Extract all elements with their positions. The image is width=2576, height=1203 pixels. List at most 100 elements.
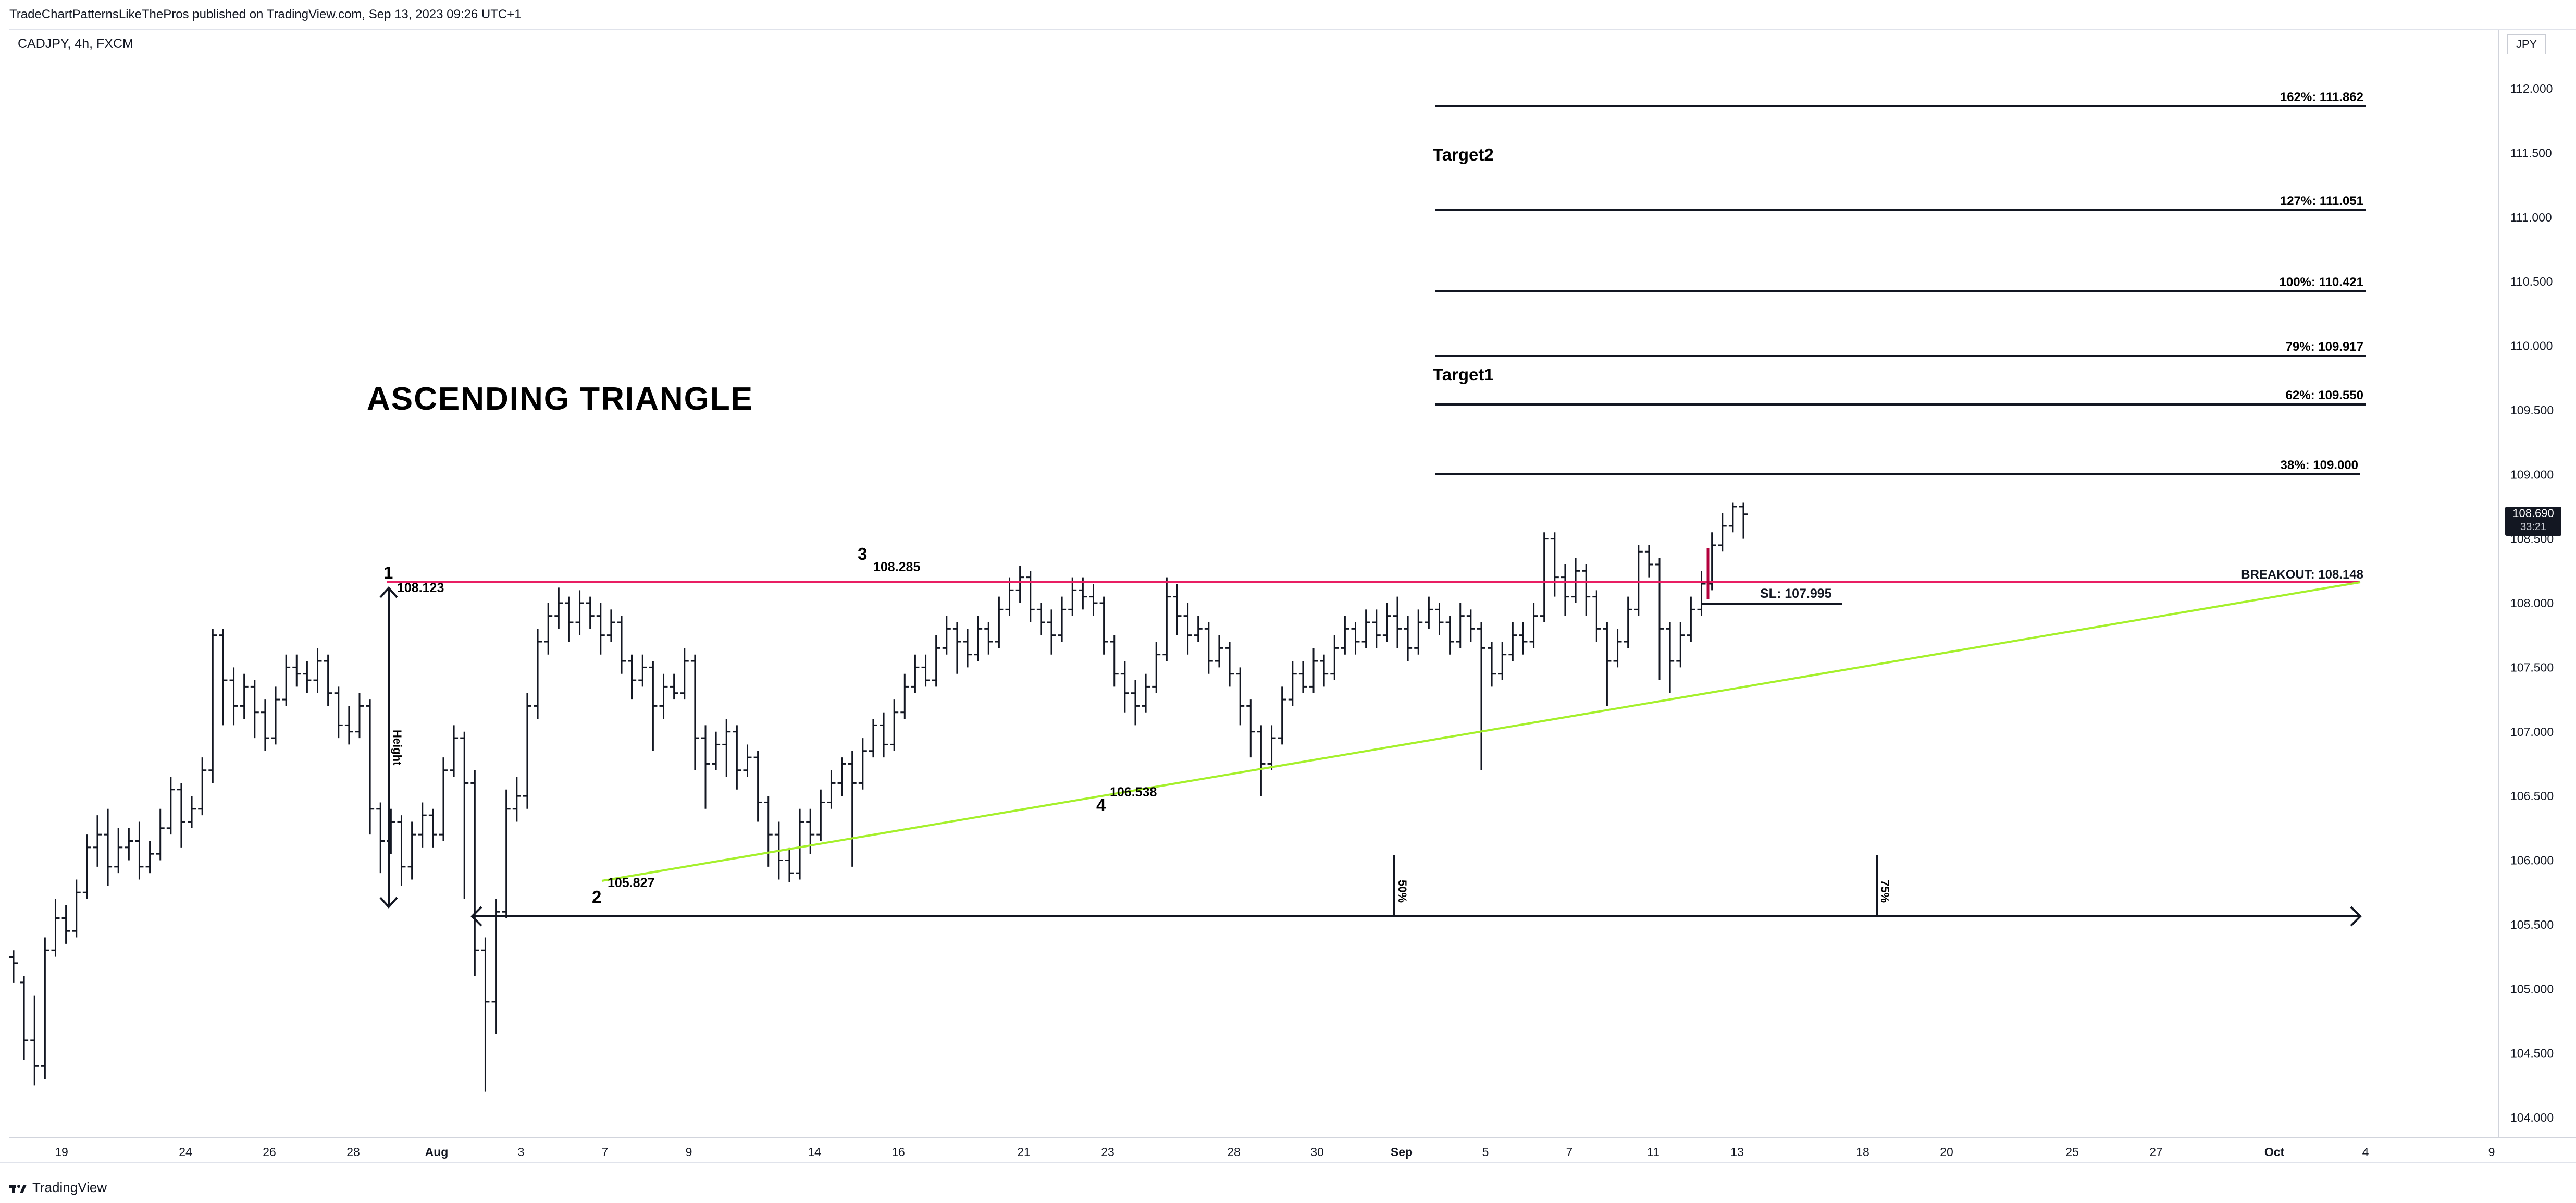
ohlc-bar (963, 629, 972, 668)
ohlc-bar (1183, 603, 1192, 655)
ohlc-bar (1644, 545, 1653, 578)
fib-level-127[interactable]: 127%: 111.051 (1435, 194, 2366, 211)
currency-label[interactable]: JPY (2507, 34, 2546, 54)
stop-loss-label: SL: 107.995 (1760, 586, 1832, 601)
ohlc-bar (1351, 622, 1360, 655)
fib-level-79[interactable]: 79%: 109.917 (1435, 340, 2366, 357)
ohlc-bar (638, 654, 647, 687)
fib-level-162[interactable]: 162%: 111.862 (1435, 90, 2366, 107)
fib-label: 79%: 109.917 (2286, 340, 2363, 354)
ohlc-bar (1404, 616, 1413, 661)
ohlc-bar (544, 603, 553, 655)
time-tick-label: 25 (2065, 1145, 2079, 1159)
ohlc-bar (418, 802, 427, 848)
ohlc-bar (1110, 635, 1119, 687)
time-projection[interactable]: 50% 75% (470, 855, 2362, 927)
ohlc-bar (921, 654, 930, 687)
ohlc-bar (796, 808, 804, 880)
ohlc-bar (1655, 558, 1664, 681)
ohlc-bar (324, 654, 332, 706)
ohlc-bar (219, 629, 228, 726)
price-tick-label: 107.000 (2510, 725, 2554, 739)
tradingview-footer[interactable]: TradingView (9, 1177, 107, 1198)
ohlc-bar (1445, 616, 1454, 655)
ohlc-bar (785, 847, 794, 882)
last-price: 108.690 (2512, 507, 2554, 520)
time-tick-label: 9 (686, 1145, 692, 1159)
support-trendline[interactable] (601, 581, 2361, 882)
ohlc-bar (890, 699, 899, 751)
ohlc-bar (596, 603, 605, 655)
ohlc-bar (1162, 577, 1171, 661)
ohlc-bar (512, 777, 521, 822)
time-tick-label: 28 (346, 1145, 360, 1159)
ohlc-bar (271, 686, 280, 745)
height-arrow-top (379, 586, 398, 598)
fib-level-100[interactable]: 100%: 110.421 (1435, 275, 2366, 292)
ohlc-bar (82, 834, 91, 899)
time-tick-label: 21 (1017, 1145, 1031, 1159)
ohlc-bar (617, 616, 626, 674)
ohlc-bar (1634, 545, 1643, 616)
fib-label: 162%: 111.862 (2280, 90, 2363, 104)
price-tick-label: 104.000 (2510, 1111, 2554, 1124)
height-measure[interactable]: Height (379, 586, 404, 909)
pattern-point-3: 3 (858, 544, 867, 563)
time-tick-label: 19 (55, 1145, 68, 1159)
ohlc-bar (1099, 596, 1108, 655)
ohlc-bar (1508, 622, 1517, 661)
ohlc-bar (932, 635, 940, 687)
time-marker-50-label: 50% (1396, 880, 1409, 903)
ohlc-bar (858, 738, 867, 790)
price-axis[interactable]: 112.000 111.500 111.000 110.500 110.000 109.5… (2510, 82, 2554, 1124)
ohlc-bar (1267, 725, 1276, 770)
ohlc-bar (1236, 667, 1245, 726)
ohlc-bar (848, 751, 857, 867)
ohlc-bar (606, 609, 615, 642)
ohlc-bar (114, 828, 123, 874)
time-tick-label: 4 (2362, 1145, 2369, 1159)
pattern-point-4-price: 106.538 (1110, 785, 1157, 800)
ohlc-bar (1603, 622, 1612, 706)
ohlc-bar (1089, 583, 1098, 616)
ohlc-bar (188, 796, 196, 828)
ohlc-bar (303, 661, 312, 693)
ohlc-bar (1015, 566, 1024, 603)
price-tick-label: 104.500 (2510, 1047, 2554, 1060)
ohlc-bar (1309, 648, 1318, 693)
ohlc-bar (869, 719, 877, 758)
time-tick-label: 27 (2149, 1145, 2163, 1159)
ohlc-bar (806, 808, 815, 854)
ohlc-bar (1005, 577, 1014, 616)
ohlc-bar (1613, 629, 1622, 668)
fib-level-38[interactable]: 38%: 109.000 (1435, 458, 2360, 475)
ohlc-bar (1361, 609, 1370, 648)
ohlc-bar (428, 808, 437, 848)
pattern-point-1: 1 (383, 563, 393, 582)
ohlc-bar (20, 976, 29, 1060)
ohlc-bar (376, 802, 385, 874)
ohlc-bar (1382, 603, 1391, 642)
price-tick-label: 110.500 (2510, 275, 2553, 288)
ohlc-bar (1697, 571, 1706, 616)
ohlc-bar (282, 654, 291, 706)
ohlc-bar (1687, 596, 1695, 642)
ohlc-bar (701, 725, 710, 809)
time-arrow-right (2350, 906, 2362, 927)
ohlc-bar (565, 596, 574, 642)
ohlc-bar (816, 789, 825, 841)
ohlc-bar (1152, 642, 1161, 693)
symbol-title[interactable]: CADJPY, 4h, FXCM (18, 36, 133, 51)
time-tick-label: 3 (518, 1145, 525, 1159)
ohlc-bar (984, 622, 993, 655)
ohlc-bar (1257, 725, 1266, 796)
time-axis[interactable]: 19 24 26 28 Aug 3 7 9 14 16 21 23 28 30 Sep 5 7 11 13 18 20 2… (55, 1145, 2495, 1159)
ohlc-bar (240, 673, 249, 719)
height-arrow-bottom (379, 897, 398, 909)
ohlc-bar (1582, 564, 1591, 616)
fib-level-62[interactable]: 62%: 109.550 (1435, 388, 2366, 406)
ohlc-bar (1298, 661, 1307, 693)
time-tick-label: 7 (602, 1145, 609, 1159)
bar-countdown: 33:21 (2520, 521, 2547, 533)
